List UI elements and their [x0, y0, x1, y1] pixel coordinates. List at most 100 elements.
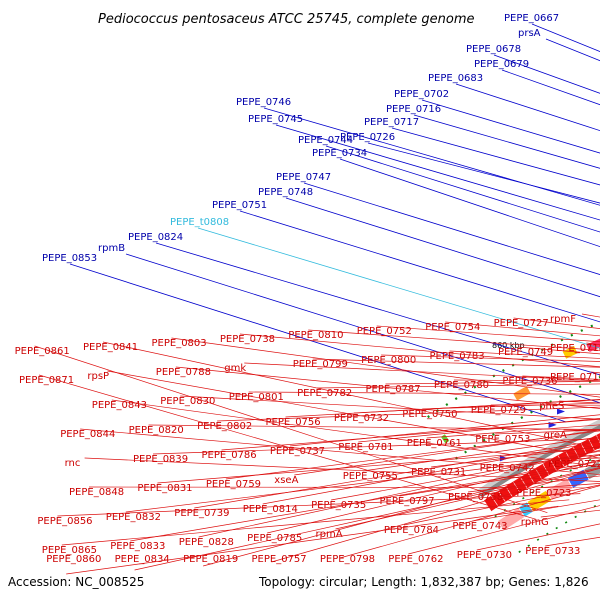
gene-label[interactable]: prsA	[518, 28, 541, 39]
gene-leader-line	[111, 399, 600, 468]
gene-label[interactable]: PEPE_0717	[364, 117, 419, 128]
gene-label[interactable]: PEPE_0732	[334, 413, 389, 424]
gene-label[interactable]: PEPE_0831	[137, 483, 192, 494]
gene-label[interactable]: PEPE_0755	[343, 471, 398, 482]
gene-label[interactable]: PEPE_0749	[498, 347, 553, 358]
gene-label[interactable]: PEPE_0747	[276, 172, 331, 183]
gene-label[interactable]: pheS	[539, 401, 564, 412]
gene-label[interactable]: rpsP	[87, 371, 109, 382]
gene-label[interactable]: PEPE_0679	[474, 59, 529, 70]
gene-label[interactable]: PEPE_0820	[129, 425, 184, 436]
gene-label[interactable]: xseA	[274, 475, 298, 486]
gene-label[interactable]: PEPE_0746	[236, 97, 291, 108]
gene-label[interactable]: PEPE_0799	[293, 359, 348, 370]
gene-leader-line	[449, 350, 600, 359]
gene-label[interactable]: PEPE_0761	[407, 438, 462, 449]
gene-label[interactable]: PEPE_0702	[394, 89, 449, 100]
gene-label[interactable]: PEPE_t0808	[170, 217, 229, 228]
gene-label[interactable]: PEPE_0719	[550, 372, 600, 383]
gene-label[interactable]: rpmG	[521, 517, 549, 528]
gene-label[interactable]: PEPE_0759	[206, 479, 261, 490]
gene-label[interactable]: PEPE_0756	[266, 417, 321, 428]
gene-label[interactable]: PEPE_0758	[448, 492, 503, 503]
gene-label[interactable]: PEPE_0678	[466, 44, 521, 55]
gene-label[interactable]: PEPE_0819	[183, 554, 238, 565]
gene-label[interactable]: PEPE_0742	[480, 463, 535, 474]
gene-leader-line	[262, 440, 600, 505]
gene-label[interactable]: PEPE_0824	[128, 232, 183, 243]
gene-label[interactable]: PEPE_0739	[174, 508, 229, 519]
gene-label[interactable]: PEPE_0736	[502, 376, 557, 387]
gene-label[interactable]: PEPE_0751	[212, 200, 267, 211]
gene-label[interactable]: PEPE_0839	[133, 454, 188, 465]
gene-label[interactable]: PEPE_0757	[252, 554, 307, 565]
gene-label[interactable]: PEPE_0780	[434, 380, 489, 391]
gene-label[interactable]: PEPE_0802	[197, 421, 252, 432]
gene-label[interactable]: PEPE_0683	[428, 73, 483, 84]
gene-label[interactable]: PEPE_0753	[475, 434, 530, 445]
gene-leader-line	[275, 124, 600, 221]
gene-label[interactable]: PEPE_0814	[243, 504, 298, 515]
gene-label[interactable]: PEPE_0786	[202, 450, 257, 461]
gene-label[interactable]: PEPE_0787	[366, 384, 421, 395]
gene-label[interactable]: PEPE_0861	[15, 346, 70, 357]
gene-label[interactable]: PEPE_0716	[386, 104, 441, 115]
gene-label[interactable]: greA	[544, 430, 567, 441]
gene-label[interactable]: PEPE_0853	[42, 253, 97, 264]
gene-label[interactable]: PEPE_0783	[430, 351, 485, 362]
gene-label[interactable]: rpmA	[316, 529, 343, 540]
gene-label[interactable]: PEPE_0785	[247, 533, 302, 544]
gene-leader-line	[38, 374, 537, 520]
gene-label[interactable]: PEPE_0750	[402, 409, 457, 420]
gene-label[interactable]: PEPE_0667	[504, 13, 559, 24]
gene-label[interactable]: PEPE_0830	[160, 396, 215, 407]
gene-label[interactable]: PEPE_0788	[156, 367, 211, 378]
gene-label[interactable]: PEPE_0803	[152, 338, 207, 349]
gene-label[interactable]: rpmF	[550, 314, 576, 325]
gene-label[interactable]: PEPE_0722	[548, 459, 600, 470]
gene-label[interactable]: PEPE_0727	[494, 318, 549, 329]
gene-label[interactable]: PEPE_0828	[179, 537, 234, 548]
gene-label[interactable]: PEPE_0762	[388, 554, 443, 565]
gene-label[interactable]: PEPE_0833	[110, 541, 165, 552]
gene-label[interactable]: PEPE_0731	[411, 467, 466, 478]
gene-label[interactable]: PEPE_0856	[37, 516, 92, 527]
gene-label[interactable]: PEPE_0730	[457, 550, 512, 561]
gene-label[interactable]: PEPE_0781	[338, 442, 393, 453]
gene-label[interactable]: PEPE_0748	[258, 187, 313, 198]
gene-label[interactable]: rnc	[65, 458, 81, 469]
gene-leader-line	[152, 438, 600, 455]
gene-label[interactable]: gmk	[224, 363, 246, 374]
forward-strand-gap	[491, 495, 499, 507]
gene-label[interactable]: PEPE_0810	[288, 330, 343, 341]
gene-label[interactable]: PEPE_0871	[19, 375, 74, 386]
forward-strand-gap	[483, 500, 492, 512]
gene-label[interactable]: PEPE_0798	[320, 554, 375, 565]
genome-title: Pediococcus pentosaceus ATCC 25745, comp…	[98, 12, 475, 27]
gene-label[interactable]: PEPE_0865	[42, 545, 97, 556]
gene-label[interactable]: PEPE_0726	[340, 132, 395, 143]
gene-label[interactable]: PEPE_0797	[380, 496, 435, 507]
gene-label[interactable]: PEPE_0848	[69, 487, 124, 498]
gene-label[interactable]: PEPE_0734	[312, 148, 367, 159]
gene-label[interactable]: PEPE_0745	[248, 114, 303, 125]
gene-label[interactable]: PEPE_0832	[106, 512, 161, 523]
gene-label[interactable]: PEPE_0800	[361, 355, 416, 366]
gene-label[interactable]: PEPE_0738	[220, 334, 275, 345]
gene-label[interactable]: PEPE_0744	[298, 135, 353, 146]
gene-label[interactable]: PEPE_0782	[297, 388, 352, 399]
gene-label[interactable]: PEPE_0743	[452, 521, 507, 532]
gene-label[interactable]: PEPE_0843	[92, 400, 147, 411]
gene-label[interactable]: PEPE_0841	[83, 342, 138, 353]
gene-label[interactable]: PEPE_0860	[46, 554, 101, 565]
gene-label[interactable]: PEPE_0723	[516, 488, 571, 499]
gene-label[interactable]: PEPE_0834	[115, 554, 170, 565]
gene-label[interactable]: PEPE_0784	[384, 525, 439, 536]
gene-label[interactable]: rpmB	[98, 243, 125, 254]
gene-label[interactable]: PEPE_0737	[270, 446, 325, 457]
gene-label[interactable]: PEPE_0754	[425, 322, 480, 333]
gene-label[interactable]: PEPE_0752	[357, 326, 412, 337]
gene-label[interactable]: PEPE_0844	[60, 429, 115, 440]
gene-label[interactable]: PEPE_0733	[525, 546, 580, 557]
